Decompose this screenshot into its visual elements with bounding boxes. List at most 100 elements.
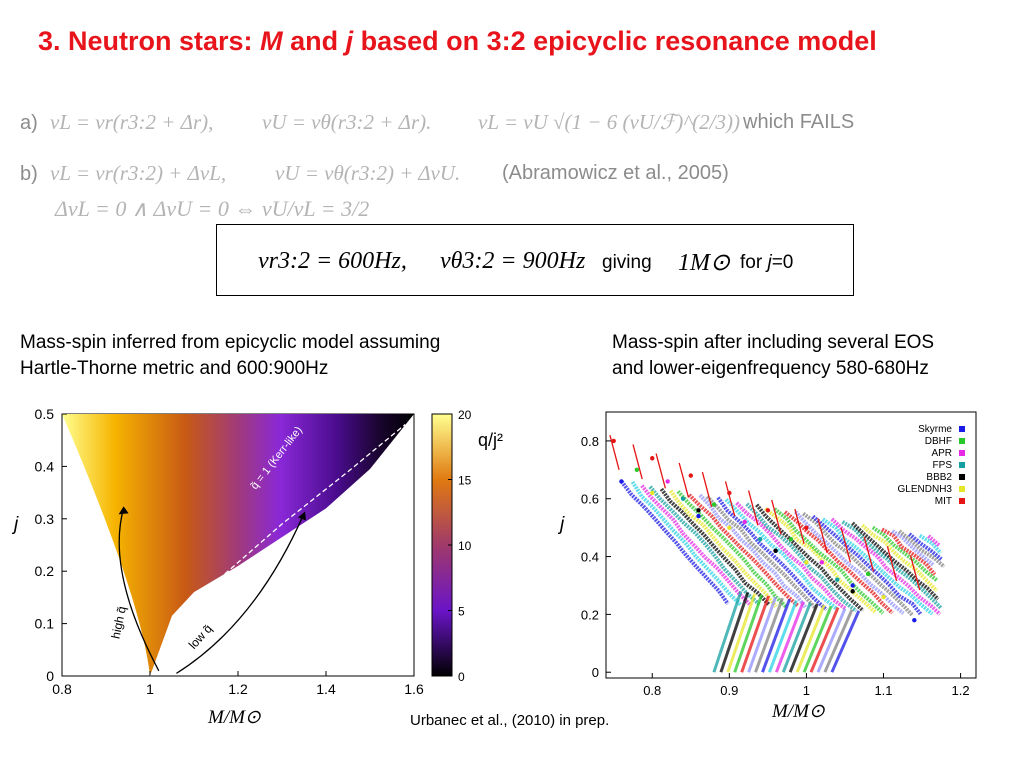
scatter-curve-low (733, 594, 764, 673)
heatmap-region (62, 414, 414, 676)
scatter-curve-low (802, 605, 833, 673)
title-and: and (282, 26, 346, 56)
line-b-ref: (Abramowicz et al., 2005) (502, 162, 729, 184)
legend-label-fps: FPS (933, 460, 953, 471)
mit-curve (840, 527, 852, 563)
line-a-eq1: νL = νr(r3:2 + Δr), (50, 110, 214, 134)
heatmap-xtick-label: 1 (146, 681, 154, 697)
scatter-curve (898, 529, 946, 569)
scatter-curve-low (719, 591, 750, 673)
line-b-label: b) (20, 163, 38, 185)
scatter-curve (735, 501, 847, 611)
point-bbb2 (696, 508, 701, 513)
mit-curve (632, 444, 643, 480)
scatter-curve (687, 493, 800, 608)
high-q-arrowhead (118, 506, 129, 515)
heatmap-xtick-label: 1.4 (316, 681, 336, 697)
line-a-eq3: νL = νU √(1 − 6 (νU/ℱ)^(2/3)) . (478, 110, 751, 134)
point-mit (804, 525, 809, 530)
scatter-curve-low (740, 595, 771, 673)
scatter-curve-low (767, 599, 798, 673)
low-q-arrowhead (298, 511, 306, 521)
scatter-xlabel: M/M⊙ (772, 701, 825, 722)
colorbar-label: q/j² (478, 430, 504, 450)
legend-label-skyrme: Skyrme (918, 424, 952, 435)
point-fps (680, 496, 686, 501)
scatter-curve (851, 521, 940, 601)
box-for: for (740, 252, 768, 273)
heatmap-ytick-label: 0.5 (35, 406, 55, 422)
result-box (216, 224, 854, 296)
scatter-plot-area: 0.8 0.9 1 1.1 1.2 0 0.2 0.4 0.6 0.8 SkyrmeDBHFAPRF… (581, 411, 977, 698)
heatmap-ytick-label: 0 (46, 668, 54, 684)
scatter-ytick-label: 0.4 (581, 550, 599, 565)
scatter-xtick-label: 0.8 (643, 683, 661, 698)
mit-curve (678, 462, 690, 498)
point-apr (742, 519, 747, 525)
scatter-curve-low (809, 606, 840, 673)
scatter-curve (764, 507, 877, 614)
scatter-curve (891, 529, 935, 567)
scatter-curve (668, 489, 778, 608)
scatter-curve (927, 534, 941, 548)
heatmap-ytick-label: 0.2 (35, 563, 55, 579)
title-suffix: based on 3:2 epicyclic resonance model (353, 26, 877, 56)
line-a-note: which FAILS (743, 111, 855, 133)
scatter-curve (755, 503, 865, 613)
scatter-curve-low (823, 609, 854, 673)
caption-left: Mass-spin inferred from epicyclic model … (20, 330, 440, 382)
point-glendnh3 (881, 594, 886, 600)
title-prefix: 3. Neutron stars: (38, 26, 261, 56)
line-a-label: a) (20, 112, 38, 134)
point-skyrme (696, 513, 701, 519)
box-eq1: νr3:2 = 600Hz, (258, 248, 407, 274)
scatter-ytick-label: 0.6 (581, 492, 599, 507)
point-apr (819, 560, 825, 565)
box-j0: =0 (771, 252, 794, 273)
point-mit (727, 490, 732, 496)
colorbar-tick-label: 5 (458, 605, 465, 619)
scatter-curve-low (816, 608, 847, 673)
point-dbhf (788, 537, 794, 542)
point-mit (688, 473, 693, 478)
box-j: j (767, 252, 772, 273)
scatter-ytick-label: 0.8 (581, 434, 599, 449)
colorbar-tick-label: 20 (458, 408, 472, 422)
legend-label-mit: MIT (935, 496, 952, 507)
caption-right: Mass-spin after including several EOS an… (612, 330, 934, 382)
scatter-curve (619, 480, 730, 605)
scatter-curve (659, 487, 771, 607)
scatter-curve (698, 493, 807, 609)
point-skyrme (912, 617, 917, 623)
scatter-curve-low (726, 593, 757, 673)
legend-marker-dbhf (959, 438, 965, 444)
point-mit (611, 438, 616, 444)
scatter-curve-low (754, 597, 784, 673)
point-skyrme (850, 583, 855, 588)
point-dbhf (711, 502, 717, 507)
scatter-ytick-label: 0 (592, 665, 599, 680)
scatter-curve (705, 495, 818, 610)
heatmap-ytick-label: 0.4 (35, 458, 55, 474)
scatter-xtick-label: 1 (803, 683, 810, 698)
title-j: j (345, 26, 354, 56)
point-mit (765, 508, 771, 513)
scatter-curve-low (830, 610, 861, 673)
legend-bg (852, 418, 970, 508)
scatter-curve-low (788, 603, 819, 673)
scatter-curve (648, 485, 761, 606)
colorbar-tick-label: 0 (458, 670, 465, 684)
scatter-curve (745, 502, 858, 613)
scatter-curve (783, 510, 894, 615)
scatter-curve (773, 507, 885, 615)
legend-marker-bbb2 (959, 474, 965, 480)
legend-marker-mit (959, 498, 965, 504)
high-q-arrow (118, 508, 160, 672)
scatter-curve-low (781, 602, 812, 673)
scatter-curve-low (774, 601, 805, 673)
line-b-eq1: νL = νr(r3:2) + ΔνL, (50, 161, 227, 185)
caption-right-line2: and lower-eigenfrequency 580-680Hz (612, 358, 929, 379)
slide-title: 3. Neutron stars: M and j based on 3:2 e… (38, 26, 877, 57)
point-fps (757, 537, 763, 542)
point-glendnh3 (727, 525, 732, 530)
